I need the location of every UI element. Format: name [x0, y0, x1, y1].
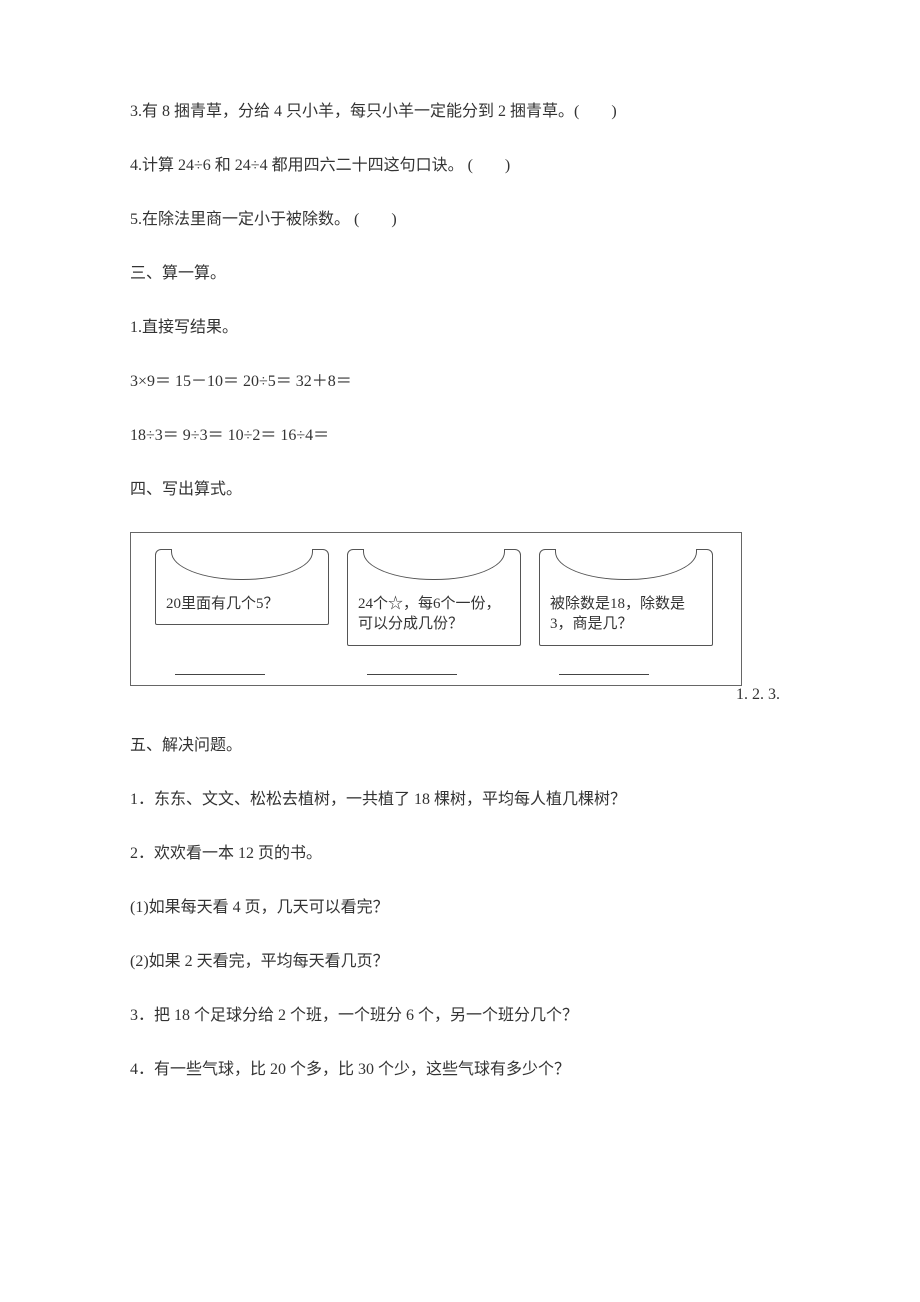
card-text-2: 24个☆，每6个一份，可以分成几份？ [358, 594, 510, 635]
section-5-q2-2: (2)如果 2 天看完，平均每天看几页？ [130, 950, 790, 974]
card-1: 20里面有几个5？ [155, 549, 329, 625]
card-3: 被除数是18，除数是3，商是几？ [539, 549, 713, 646]
section-5-q4: 4．有一些气球，比 20 个多，比 30 个少，这些气球有多少个？ [130, 1058, 790, 1082]
section-4-title: 四、写出算式。 [130, 478, 790, 502]
section-3-sub1: 1.直接写结果。 [130, 316, 790, 340]
card-tab-1 [171, 549, 313, 580]
question-2-4: 4.计算 24÷6 和 24÷4 都用四六二十四这句口诀。 ( ) [130, 154, 790, 178]
answer-slot-2 [361, 656, 535, 675]
question-2-3: 3.有 8 捆青草，分给 4 只小羊，每只小羊一定能分到 2 捆青草。( ) [130, 100, 790, 124]
page: 3.有 8 捆青草，分给 4 只小羊，每只小羊一定能分到 2 捆青草。( ) 4… [0, 0, 920, 1172]
section-5-q3: 3．把 18 个足球分给 2 个班，一个班分 6 个，另一个班分几个？ [130, 1004, 790, 1028]
answer-line-2 [367, 674, 457, 675]
question-2-5: 5.在除法里商一定小于被除数。 ( ) [130, 208, 790, 232]
section-5-q2-1: (1)如果每天看 4 页，几天可以看完？ [130, 896, 790, 920]
diagram-wrapper: 20里面有几个5？ 24个☆，每6个一份，可以分成几份？ 被除数是18，除数是3… [130, 532, 742, 686]
answer-line-1 [175, 674, 265, 675]
calc-line-2: 18÷3＝ 9÷3＝ 10÷2＝ 16÷4＝ [130, 424, 790, 448]
card-tab-2 [363, 549, 505, 580]
card-text-1: 20里面有几个5？ [166, 594, 318, 614]
card-tab-3 [555, 549, 697, 580]
answer-slot-1 [169, 656, 343, 675]
number-list: 1. 2. 3. [130, 686, 790, 704]
answer-slot-3 [553, 656, 727, 675]
section-5-q1: 1．东东、文文、松松去植树，一共植了 18 棵树，平均每人植几棵树？ [130, 788, 790, 812]
calc-line-1: 3×9＝ 15－10＝ 20÷5＝ 32＋8＝ [130, 370, 790, 394]
card-text-3: 被除数是18，除数是3，商是几？ [550, 594, 702, 635]
answer-line-3 [559, 674, 649, 675]
answer-lines-row [145, 656, 727, 675]
diagram-row: 20里面有几个5？ 24个☆，每6个一份，可以分成几份？ 被除数是18，除数是3… [145, 549, 727, 646]
section-3-title: 三、算一算。 [130, 262, 790, 286]
section-5-title: 五、解决问题。 [130, 734, 790, 758]
card-2: 24个☆，每6个一份，可以分成几份？ [347, 549, 521, 646]
section-5-q2: 2．欢欢看一本 12 页的书。 [130, 842, 790, 866]
